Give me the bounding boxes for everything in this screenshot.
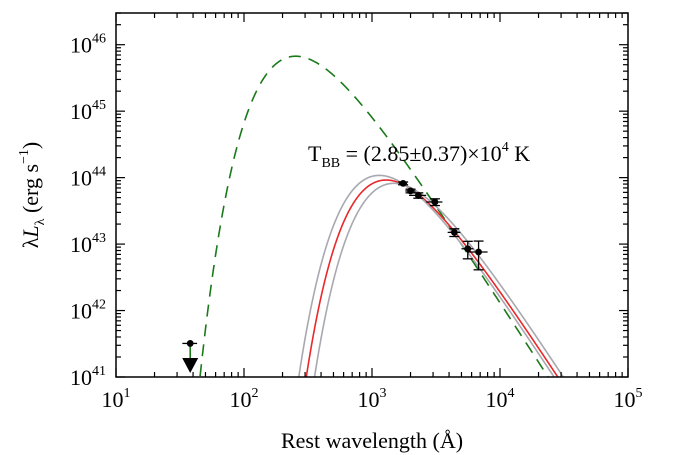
data-point (461, 240, 474, 260)
data-point (467, 240, 488, 271)
model-curve (297, 174, 556, 377)
y-tick-label: 1045 (70, 98, 106, 124)
data-point (409, 192, 427, 199)
data-point (398, 179, 409, 187)
model-curves (199, 55, 565, 377)
x-tick-label: 104 (486, 386, 515, 412)
plot-frame (115, 12, 629, 378)
y-tick-label: 1044 (70, 165, 106, 191)
y-tick-label: 1041 (70, 364, 106, 390)
y-tick-labels: 1041 1042 1043 1044 1045 1046 (70, 32, 106, 390)
upper-limit-group (182, 340, 199, 373)
y-axis-title: λLλ (erg s−1) (17, 142, 48, 249)
data-point (426, 198, 443, 207)
svg-text:λLλ (erg s−1): λLλ (erg s−1) (17, 142, 48, 249)
x-tick-label: 105 (614, 386, 643, 412)
y-tick-label: 1046 (70, 32, 106, 58)
y-tick-label: 1042 (70, 298, 106, 324)
data-point (447, 228, 461, 238)
x-tick-label: 101 (102, 386, 131, 412)
annotation-temperature: TBB = (2.85±0.37)×104 K (308, 140, 530, 171)
model-curve (305, 179, 559, 377)
photometry-points (398, 179, 488, 271)
x-tick-label: 103 (358, 386, 387, 412)
x-tick-label: 102 (230, 386, 259, 412)
model-curve-dashed (199, 55, 550, 377)
x-tick-labels: 101 102 103 104 105 (102, 386, 643, 412)
upper-limit-arrow-icon (182, 358, 199, 373)
x-axis-title: Rest wavelength (Å) (281, 428, 463, 453)
y-tick-label: 1043 (70, 231, 106, 257)
upper-limit-point (182, 340, 199, 373)
data-point (405, 187, 416, 195)
axis-ticks (115, 12, 629, 378)
